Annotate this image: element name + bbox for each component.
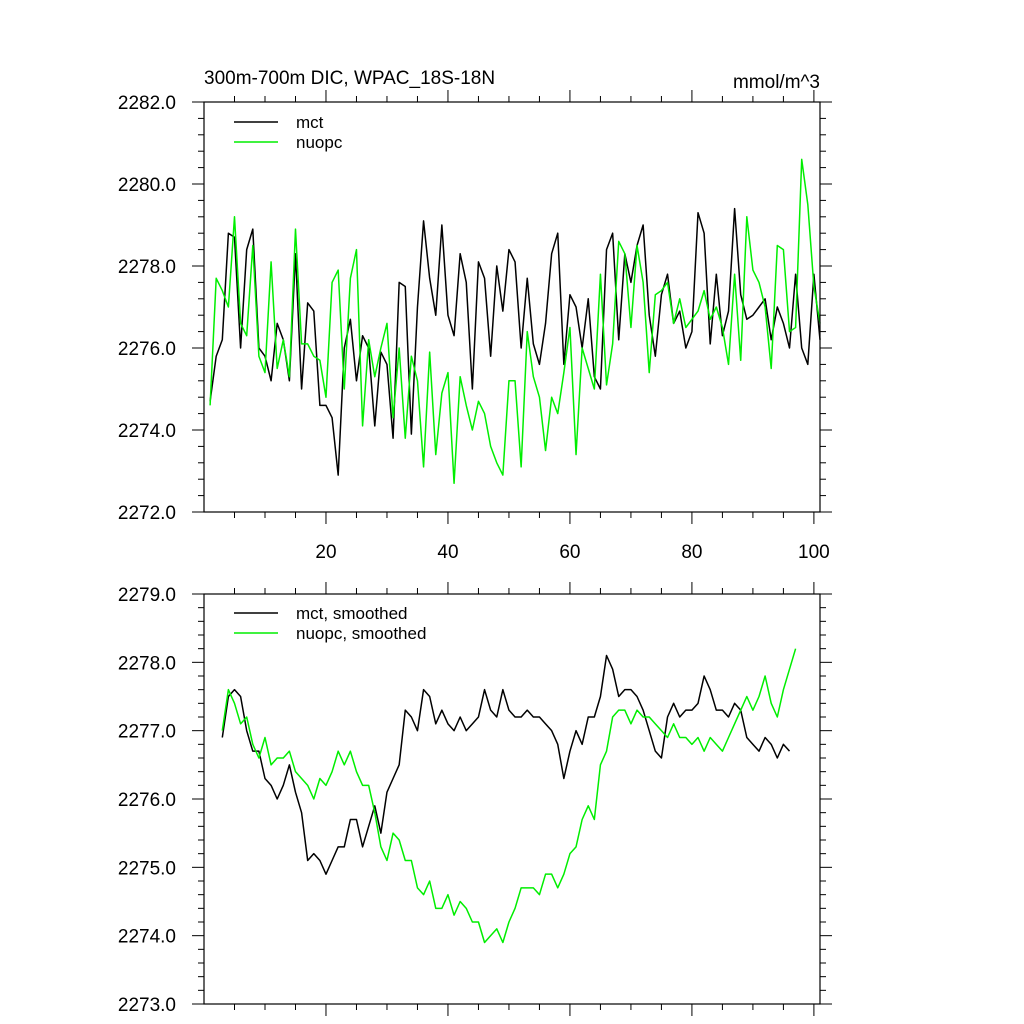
series-line-mct <box>209 207 821 476</box>
bottom-panel: 2273.0 2274.0 2275.0 2276.0 2277.0 2278.0 2279… <box>118 582 832 1016</box>
chart-units: mmol/m^3 <box>733 72 820 93</box>
chart-title: 300m-700m DIC, WPAC_18S-18N <box>204 68 495 89</box>
y-tick-label: 2276.0 <box>118 790 176 811</box>
y-tick-label: 2278.0 <box>118 257 176 278</box>
y-tick-label: 2278.0 <box>118 653 176 674</box>
series-line-nuopc <box>209 158 821 485</box>
x-tick-label: 40 <box>437 542 458 563</box>
y-tick-label: 2274.0 <box>118 927 176 948</box>
legend-label: nuopc, smoothed <box>296 624 426 643</box>
y-tick-label: 2275.0 <box>118 858 176 879</box>
x-tick-label: 80 <box>681 542 702 563</box>
y-tick-label: 2277.0 <box>118 722 176 743</box>
x-tick-label: 60 <box>559 542 580 563</box>
legend-label: nuopc <box>296 133 343 152</box>
top-panel: 300m-700m DIC, WPAC_18S-18N mmol/m^3 227… <box>118 68 832 563</box>
x-tick-label: 20 <box>315 542 336 563</box>
legend-label: mct <box>296 113 324 132</box>
y-tick-label: 2280.0 <box>118 175 176 196</box>
plot-frame <box>203 101 821 513</box>
y-tick-label: 2273.0 <box>118 995 176 1016</box>
y-tick-label: 2272.0 <box>118 503 176 524</box>
series-line-nuopc-smoothed <box>221 648 797 944</box>
series-line-mct-smoothed <box>221 654 791 875</box>
plot-frame <box>203 593 821 1005</box>
y-tick-label: 2282.0 <box>118 93 176 114</box>
y-tick-label: 2276.0 <box>118 339 176 360</box>
legend-label: mct, smoothed <box>296 604 408 623</box>
y-tick-label: 2279.0 <box>118 585 176 606</box>
x-tick-label: 100 <box>798 542 830 563</box>
y-tick-label: 2274.0 <box>118 421 176 442</box>
